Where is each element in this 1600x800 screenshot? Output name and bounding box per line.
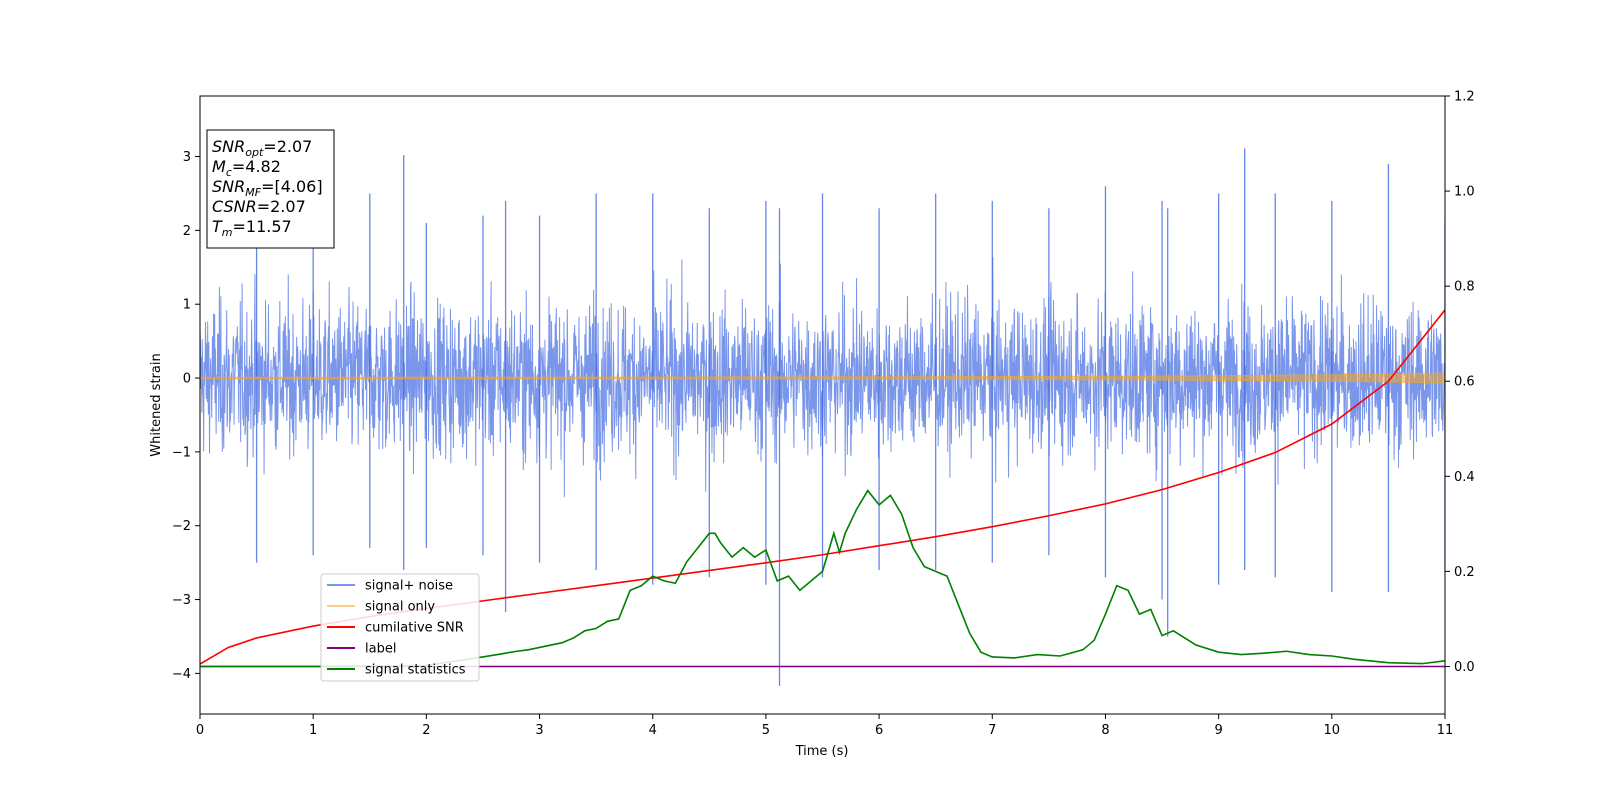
x-tick-label: 4 (649, 723, 657, 738)
legend-label: signal statistics (365, 663, 466, 678)
x-tick-label: 11 (1437, 723, 1454, 738)
y2-tick-label: 0.0 (1454, 660, 1475, 675)
series-signal-noise (200, 148, 1445, 686)
y-tick-label: −2 (172, 519, 191, 534)
y-axis-right: 0.0 0.2 0.4 0.6 0.8 1.0 1.2 (1445, 90, 1475, 675)
x-tick-label: 8 (1101, 723, 1109, 738)
y-tick-label: −3 (172, 593, 191, 608)
y-tick-label: 1 (183, 298, 191, 313)
x-tick-label: 3 (535, 723, 543, 738)
x-tick-label: 5 (762, 723, 770, 738)
y-axis-title: Whitened strain (149, 353, 164, 456)
y2-tick-label: 1.2 (1454, 90, 1475, 105)
x-axis-title: Time (s) (795, 744, 849, 759)
plot-area (200, 148, 1445, 686)
x-tick-label: 7 (988, 723, 996, 738)
series-signal-only (200, 372, 1445, 384)
series-signal-statistics (200, 489, 1445, 668)
y-tick-label: −1 (172, 445, 191, 460)
y-axis-left: −4 −3 −2 −1 0 1 2 3 (172, 150, 200, 682)
x-tick-label: 2 (422, 723, 430, 738)
y-tick-label: −4 (172, 667, 191, 682)
y-tick-label: 0 (183, 372, 191, 387)
signal-statistics-line (200, 489, 1445, 668)
annotation-tm: Tm=11.57 (212, 217, 292, 239)
legend-label: cumilative SNR (365, 621, 464, 636)
statistics-box-frame (206, 129, 335, 249)
y2-tick-label: 0.2 (1454, 565, 1475, 580)
x-tick-label: 10 (1324, 723, 1341, 738)
annotation-snr_mf: SNRMF=[4.06] (212, 177, 323, 199)
x-axis: 0 1 2 3 4 5 6 7 8 9 10 11 (196, 714, 1453, 738)
legend-label: label (365, 642, 396, 657)
legend-frame (320, 573, 480, 682)
x-tick-label: 9 (1214, 723, 1222, 738)
y-tick-label: 2 (183, 224, 191, 239)
statistics-annotation-box: SNRopt=2.07Mc=4.82SNRMF=[4.06]CSNR=2.07T… (206, 129, 335, 249)
y2-tick-label: 1.0 (1454, 185, 1475, 200)
legend: signal+ noise signal only cumilative SNR la… (320, 573, 480, 682)
annotation-csnr: CSNR=2.07 (212, 197, 306, 216)
axes-frame (199, 95, 1446, 715)
y2-tick-label: 0.8 (1454, 280, 1475, 295)
annotation-mc: Mc=4.82 (212, 157, 281, 179)
legend-label: signal+ noise (365, 579, 453, 594)
x-tick-label: 1 (309, 723, 317, 738)
y2-tick-label: 0.6 (1454, 375, 1475, 390)
legend-label: signal only (365, 600, 435, 615)
y-tick-label: 3 (183, 150, 191, 165)
signal-only-band (200, 372, 1445, 384)
y2-tick-label: 0.4 (1454, 470, 1475, 485)
annotation-snr_opt: SNRopt=2.07 (212, 137, 312, 159)
x-tick-label: 6 (875, 723, 883, 738)
x-tick-label: 0 (196, 723, 204, 738)
